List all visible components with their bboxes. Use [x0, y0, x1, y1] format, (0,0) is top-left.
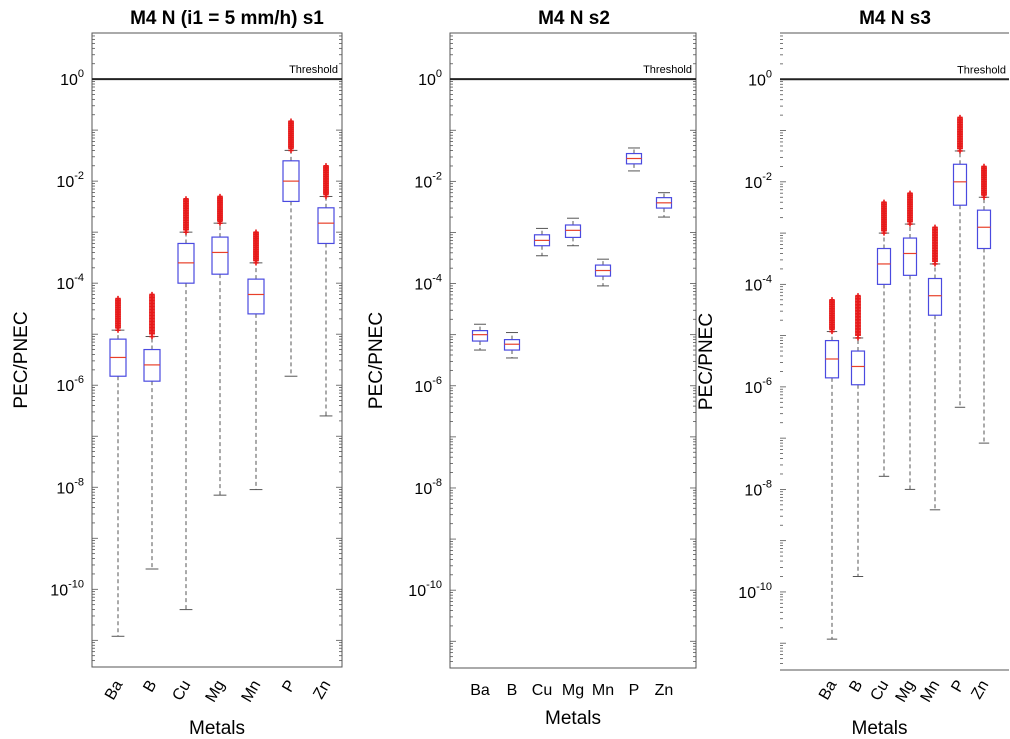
y-tick-label: 10-6 [56, 374, 84, 395]
x-category-label: P [279, 678, 299, 696]
x-axis-label: Metals [545, 708, 601, 729]
x-category-label: B [846, 678, 866, 696]
outlier-cluster [217, 196, 223, 222]
y-tick-label: 10-4 [744, 273, 772, 294]
outlier-cluster [288, 121, 294, 149]
x-axis-label: Metals [189, 718, 245, 739]
y-tick-label: 10-8 [414, 477, 442, 498]
outlier-cluster [323, 165, 329, 195]
x-category-label: Mg [203, 678, 229, 706]
x-category-label: P [948, 678, 968, 696]
y-tick-label: 100 [60, 68, 84, 89]
y-tick-label: 10-6 [744, 376, 772, 397]
x-category-label: Mg [893, 678, 919, 706]
y-tick-label: 100 [418, 68, 442, 89]
y-tick-label: 100 [748, 68, 772, 89]
outlier-cluster [932, 227, 938, 262]
box-iqr [503, 339, 521, 351]
box-iqr [471, 330, 489, 342]
y-tick-label: 10-8 [744, 478, 772, 499]
y-tick-label: 10-4 [414, 273, 442, 294]
outlier-cluster [149, 294, 155, 335]
x-axis-label: Metals [852, 718, 908, 739]
y-tick-label: 10-2 [56, 170, 84, 191]
axes-frame [780, 32, 1009, 671]
box-iqr [564, 224, 582, 239]
x-category-label: Ba [816, 677, 841, 703]
y-tick-label: 10-10 [738, 581, 772, 602]
x-category-label: Zn [655, 682, 674, 699]
y-tick-label: 10-2 [414, 170, 442, 191]
box-iqr [876, 247, 892, 285]
chart-title: M4 N s2 [538, 8, 610, 29]
chart-panel-2: 100 10-2 10-4 10-6 10-8 10-10 Threshold Ba B Cu Mg… [366, 8, 697, 729]
x-category-label: Mn [239, 678, 265, 706]
x-category-label: Cu [170, 678, 195, 704]
chart-title: M4 N (i1 = 5 mm/h) s1 [130, 8, 324, 29]
axes-frame [449, 32, 697, 669]
y-tick-label: 10-10 [50, 578, 84, 599]
box-iqr [247, 278, 265, 315]
y-tick-label: 10-8 [56, 476, 84, 497]
y-tick-label: 10-2 [744, 171, 772, 192]
x-category-label: Mn [918, 678, 944, 706]
x-category-label: B [140, 678, 160, 696]
threshold-label: Threshold [289, 64, 338, 76]
x-category-label: Mg [562, 682, 584, 699]
y-tick-label: 10-4 [56, 272, 84, 293]
box-iqr [976, 209, 992, 250]
y-axis-label: PEC/PNEC [11, 311, 32, 408]
x-category-label: Mn [592, 682, 614, 699]
chart-title: M4 N s3 [859, 8, 931, 29]
outlier-cluster [115, 298, 121, 329]
x-category-label: Ba [470, 682, 490, 699]
x-category-label: P [629, 682, 640, 699]
outlier-cluster [855, 295, 861, 336]
chart-panel-3: 100 10-2 10-4 10-6 10-8 10-10 Threshold Ba B Cu Mg… [696, 8, 1009, 739]
x-category-label: Zn [968, 678, 992, 703]
box-iqr [902, 237, 918, 276]
outlier-cluster [907, 193, 913, 223]
outlier-cluster [957, 117, 963, 149]
box-iqr [850, 350, 866, 386]
y-tick-label: 10-6 [414, 375, 442, 396]
outlier-cluster [981, 166, 987, 196]
y-tick-label: 10-10 [408, 579, 442, 600]
chart-panel-1: 100 10-2 10-4 10-6 10-8 10-10 Threshold Ba B Cu Mg… [11, 8, 343, 739]
outlier-cluster [183, 198, 189, 231]
outlier-cluster [253, 232, 259, 261]
x-category-label: Zn [310, 678, 334, 703]
threshold-label: Threshold [643, 64, 692, 76]
outlier-cluster [829, 299, 835, 330]
y-axis-label: PEC/PNEC [366, 312, 387, 409]
y-axis-label: PEC/PNEC [696, 313, 717, 410]
x-category-label: B [507, 682, 518, 699]
axes-frame [91, 32, 343, 668]
box-iqr [927, 277, 943, 316]
x-category-label: Cu [868, 678, 893, 704]
outlier-cluster [881, 202, 887, 232]
box-iqr [952, 163, 968, 206]
x-category-label: Ba [102, 677, 127, 703]
x-category-label: Cu [532, 682, 552, 699]
threshold-label: Threshold [957, 64, 1006, 76]
box-iqr [317, 207, 335, 245]
box-iqr [211, 236, 229, 275]
